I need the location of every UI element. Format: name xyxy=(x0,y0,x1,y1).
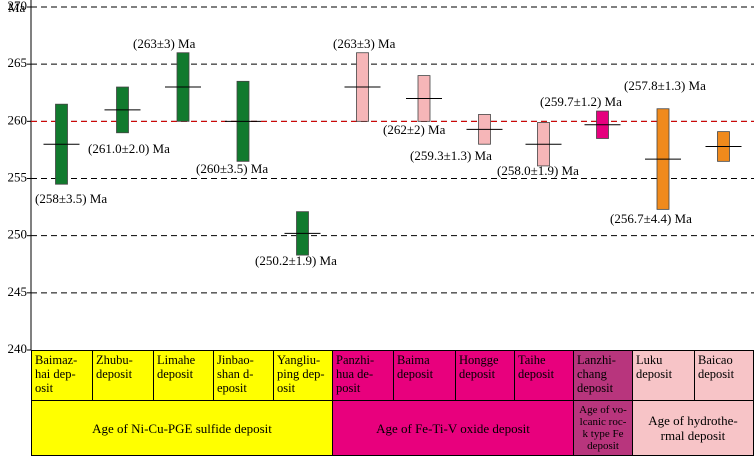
y-tick-label: 240 xyxy=(8,341,28,356)
value-label: (263±3) Ma xyxy=(133,36,196,51)
category-cell: Taihe deposit xyxy=(514,350,574,401)
category-cell: Hongge deposit xyxy=(455,350,515,401)
value-label: (250.2±1.9) Ma xyxy=(255,253,337,268)
category-cell: Baicao deposit xyxy=(694,350,754,401)
category-cell: Jinbao- shan d- eposit xyxy=(213,350,274,401)
y-tick-label: 245 xyxy=(8,284,28,299)
y-tick-label: 270 xyxy=(8,0,28,13)
value-label: (258.0±1.9) Ma xyxy=(497,163,579,178)
y-tick-label: 265 xyxy=(8,55,28,70)
value-label: (256.7±4.4) Ma xyxy=(610,211,692,226)
category-cell: Luku deposit xyxy=(632,350,695,401)
group-cell: Age of Ni-Cu-PGE sulfide deposit xyxy=(31,400,333,456)
y-tick-label: 250 xyxy=(8,227,28,242)
category-cell: Baima deposit xyxy=(393,350,456,401)
value-label: (257.8±1.3) Ma xyxy=(624,78,706,93)
category-cell: Baimaz- hai dep- osit xyxy=(31,350,93,401)
group-cell: Age of vo- lcanic roc- k type Fe deposit xyxy=(573,400,633,456)
y-axis-label: Ma xyxy=(8,0,26,15)
category-cell: Zhubu- deposit xyxy=(92,350,154,401)
category-cell: Panzhi- hua de- posit xyxy=(332,350,394,401)
value-label: (263±3) Ma xyxy=(333,36,396,51)
value-label: (262±2) Ma xyxy=(383,122,446,137)
group-cell: Age of Fe-Ti-V oxide deposit xyxy=(332,400,574,456)
category-cell: Limahe deposit xyxy=(153,350,214,401)
y-tick-label: 255 xyxy=(8,169,28,184)
y-tick-label: 260 xyxy=(8,112,28,127)
value-label: (261.0±2.0) Ma xyxy=(88,141,170,156)
group-cell: Age of hydrothe- rmal deposit xyxy=(632,400,754,456)
category-cell: Lanzhi- chang deposit xyxy=(573,350,633,401)
value-label: (259.3±1.3) Ma xyxy=(410,148,492,163)
value-label: (260±3.5) Ma xyxy=(196,161,268,176)
value-label: (258±3.5) Ma xyxy=(35,191,107,206)
category-cell: Yangliu- ping dep- osit xyxy=(273,350,333,401)
value-label: (259.7±1.2) Ma xyxy=(540,94,622,109)
